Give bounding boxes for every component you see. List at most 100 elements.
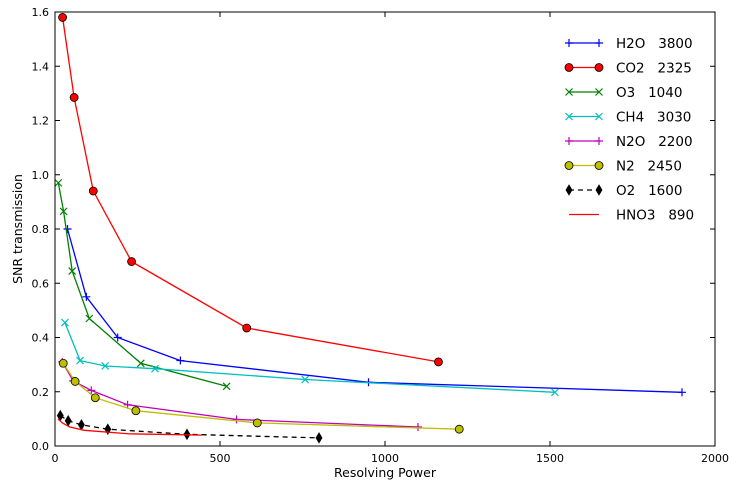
legend-swatch-marker [564,161,574,170]
data-point [68,267,77,275]
series-8 [57,418,202,436]
data-point [59,207,68,216]
legend-entry-7: O2 1600 [565,183,682,199]
data-point [131,406,141,416]
legend-entry-3: O3 1040 [565,85,682,101]
data-point [88,186,98,196]
legend-label: CH4 3030 [616,110,691,126]
data-point [82,292,91,301]
data-point [232,415,241,424]
legend-swatch-marker [565,88,573,96]
legend-swatch-marker [594,161,604,170]
data-point [58,13,67,22]
data-point [77,419,85,431]
legend-swatch-marker [595,39,603,47]
plot-frame [54,11,716,447]
y-tick-label: 0.2 [32,386,50,399]
series-line [59,415,320,439]
data-point [242,323,252,333]
series-6 [58,358,464,434]
legend-swatch-marker [595,112,603,121]
legend-label: CO2 2325 [616,61,692,77]
data-point [70,377,80,386]
data-point [551,388,559,397]
data-point [136,359,145,368]
x-tick-label: 0 [52,452,59,465]
data-point [414,423,422,432]
data-point [252,418,262,428]
series-line [61,361,419,428]
legend-swatch-marker [565,112,573,121]
y-tick-label: 1.6 [32,6,50,19]
y-tick-label: 1.4 [32,60,50,73]
series-3 [54,178,231,391]
data-point [90,393,100,403]
data-point [454,424,464,434]
legend-entry-6: N2 2450 [564,159,682,175]
legend-swatch-marker [594,63,604,72]
legend-swatch-marker [565,39,573,47]
y-tick-label: 1.2 [32,115,50,128]
x-tick-label: 500 [210,452,231,465]
series-5 [58,357,422,432]
data-point [151,364,159,373]
legend-entry-8: HNO3 890 [569,208,694,224]
legend-entry-5: N2O 2200 [565,134,693,150]
legend-swatch-marker [564,63,574,72]
legend-swatch-marker [565,184,573,196]
data-point [69,93,79,102]
series-line [61,17,439,363]
legend-label: N2 2450 [616,159,682,175]
data-point [434,357,443,367]
y-tick-label: 0.4 [32,332,50,345]
series-2 [58,13,443,367]
series-4 [60,318,559,397]
legend-swatch-marker [595,137,603,145]
data-point [54,178,63,187]
data-point [58,358,68,368]
data-point [301,375,310,384]
data-point [60,318,69,327]
legend-swatch-marker [595,88,603,96]
legend-swatch-marker [565,137,573,145]
x-tick-label: 1500 [536,452,564,465]
legend-label: O2 1600 [616,183,682,199]
data-point [113,333,122,342]
legend: H2O 3800 CO2 2325 O3 1040 CH4 3030 N2O 2200 N… [564,36,694,224]
series-line [62,362,460,430]
series-line [57,182,227,387]
series-line [66,228,683,393]
x-axis-title: Resolving Power [334,465,437,480]
y-tick-label: 0.0 [32,440,50,453]
legend-label: N2O 2200 [616,134,693,150]
legend-entry-2: CO2 2325 [564,61,692,77]
data-point [678,388,686,397]
legend-entry-4: CH4 3030 [565,110,691,126]
legend-label: O3 1040 [616,85,682,101]
series-line [57,418,202,436]
data-point [101,362,110,370]
axes: 0 500 1000 1500 2000 0.0 0.2 0.4 0.6 0.8 1.0 1.2 1.4… [32,6,730,465]
data-point [222,382,231,391]
data-point [85,314,94,323]
data-point [127,257,136,266]
data-point [315,432,323,444]
data-point [76,356,85,365]
x-tick-label: 2000 [701,452,729,465]
y-tick-label: 0.8 [32,223,50,236]
series-1 [63,225,686,397]
series-line [64,322,556,393]
legend-label: H2O 3800 [616,36,693,52]
y-tick-label: 1.0 [32,169,50,182]
legend-entry-1: H2O 3800 [565,36,693,52]
legend-label: HNO3 890 [616,208,694,224]
plot-area [54,13,686,444]
x-tick-label: 1000 [371,452,399,465]
y-tick-label: 0.6 [32,277,50,290]
data-point [87,386,96,395]
y-axis-title: SNR transmission [10,174,25,284]
data-point [63,225,72,233]
data-point [176,356,185,365]
legend-swatch-marker [595,184,603,196]
